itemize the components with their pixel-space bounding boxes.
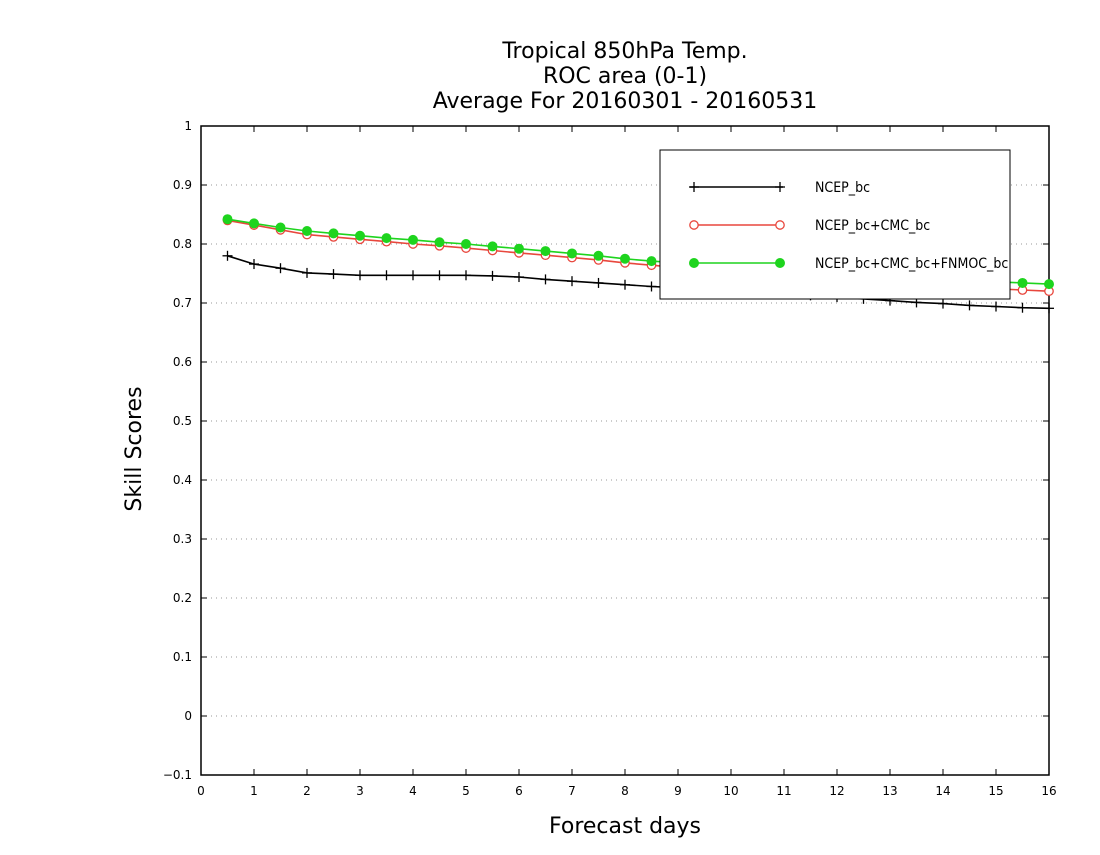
y-tick-label: 0.4 — [173, 473, 192, 487]
data-point-filled-circle — [593, 250, 604, 261]
data-point-filled-circle — [514, 243, 524, 254]
x-tick-label: 13 — [882, 784, 897, 798]
data-point-filled-circle — [1044, 279, 1054, 290]
data-point-filled-circle — [567, 248, 577, 259]
data-point-filled-circle — [487, 241, 498, 252]
data-point-plus — [222, 250, 233, 261]
data-point-filled-circle — [646, 256, 657, 267]
data-point-filled-circle — [461, 239, 471, 249]
chart-title-line-2: ROC area (0-1) — [543, 64, 707, 89]
data-point-plus — [991, 301, 1001, 312]
data-point-plus — [487, 270, 498, 281]
data-point-plus — [620, 279, 630, 290]
data-point-plus — [646, 281, 657, 292]
data-point-plus — [1044, 303, 1054, 314]
data-point-filled-circle — [381, 233, 392, 244]
data-point-plus — [249, 259, 259, 270]
legend-item-2: NCEP_bc+CMC_bc — [689, 218, 930, 234]
y-tick-label: −0.1 — [163, 768, 192, 782]
legend-label: NCEP_bc+CMC_bc — [815, 218, 930, 234]
data-point-filled-circle — [222, 214, 233, 225]
data-point-open-circle — [689, 220, 699, 230]
x-tick-label: 3 — [356, 784, 364, 798]
data-point-plus — [275, 263, 286, 274]
chart-title-line-1: Tropical 850hPa Temp. — [501, 39, 747, 64]
data-point-plus — [775, 182, 785, 192]
legend-label: NCEP_bc — [815, 180, 870, 196]
data-point-plus — [461, 270, 471, 281]
x-tick-label: 7 — [568, 784, 576, 798]
data-point-plus — [328, 269, 339, 280]
data-point-filled-circle — [1017, 277, 1028, 288]
x-tick-label: 6 — [515, 784, 523, 798]
y-tick-label: 0.6 — [173, 355, 192, 369]
data-point-filled-circle — [620, 253, 630, 264]
y-tick-label: 0.7 — [173, 296, 192, 310]
x-tick-label: 15 — [988, 784, 1003, 798]
data-point-filled-circle — [328, 228, 339, 239]
x-tick-label: 0 — [197, 784, 205, 798]
data-point-filled-circle — [355, 230, 365, 241]
y-tick-label: 0.3 — [173, 532, 192, 546]
data-point-filled-circle — [540, 246, 551, 257]
data-point-plus — [938, 298, 948, 309]
data-point-plus — [302, 267, 312, 278]
data-point-plus — [434, 270, 445, 281]
y-axis-ticks: −0.1 0 0.1 0.2 0.3 0.4 0.5 0.6 0.7 0.8 0.9 1 — [163, 119, 1049, 782]
data-point-plus — [381, 270, 392, 281]
y-tick-label: 1 — [184, 119, 192, 133]
chart-title-line-3: Average For 20160301 - 20160531 — [433, 89, 818, 114]
data-point-plus — [408, 270, 418, 281]
data-point-plus — [514, 272, 524, 283]
data-point-open-circle — [775, 220, 785, 230]
y-axis-title: Skill Scores — [122, 386, 147, 511]
data-point-plus — [593, 277, 604, 288]
data-point-plus — [964, 300, 975, 311]
data-point-plus — [1017, 302, 1028, 313]
data-point-filled-circle — [275, 222, 286, 233]
data-point-plus — [355, 270, 365, 281]
x-tick-label: 4 — [409, 784, 417, 798]
legend-item-3: NCEP_bc+CMC_bc+FNMOC_bc — [689, 256, 1008, 272]
x-tick-label: 2 — [303, 784, 311, 798]
x-tick-label: 14 — [935, 784, 950, 798]
y-tick-label: 0.9 — [173, 178, 192, 192]
x-tick-label: 11 — [776, 784, 791, 798]
data-point-filled-circle — [434, 237, 445, 248]
x-axis-ticks: 0 1 2 3 4 5 6 7 8 9 10 11 12 13 14 15 16 — [197, 126, 1057, 798]
y-tick-label: 0.2 — [173, 591, 192, 605]
y-tick-label: 0.5 — [173, 414, 192, 428]
x-tick-label: 1 — [250, 784, 258, 798]
x-tick-label: 8 — [621, 784, 629, 798]
x-tick-label: 12 — [829, 784, 844, 798]
x-axis-title: Forecast days — [549, 814, 701, 839]
y-tick-label: 0.8 — [173, 237, 192, 251]
data-point-filled-circle — [408, 234, 418, 245]
data-point-filled-circle — [775, 258, 785, 268]
legend-label: NCEP_bc+CMC_bc+FNMOC_bc — [815, 256, 1008, 272]
data-point-plus — [567, 276, 577, 287]
legend-item-1: NCEP_bc — [689, 180, 870, 196]
y-tick-label: 0 — [184, 709, 192, 723]
x-tick-label: 5 — [462, 784, 470, 798]
data-point-filled-circle — [689, 258, 699, 268]
y-tick-label: 0.1 — [173, 650, 192, 664]
x-tick-label: 16 — [1041, 784, 1056, 798]
legend: NCEP_bc NCEP_bc+CMC_bc NCEP_bc+CMC_bc+FNMO… — [659, 149, 1011, 300]
x-tick-label: 9 — [674, 784, 682, 798]
data-point-filled-circle — [302, 226, 312, 237]
data-point-filled-circle — [249, 218, 259, 229]
data-point-plus — [540, 274, 551, 285]
x-tick-label: 10 — [723, 784, 738, 798]
data-point-plus — [689, 182, 699, 192]
